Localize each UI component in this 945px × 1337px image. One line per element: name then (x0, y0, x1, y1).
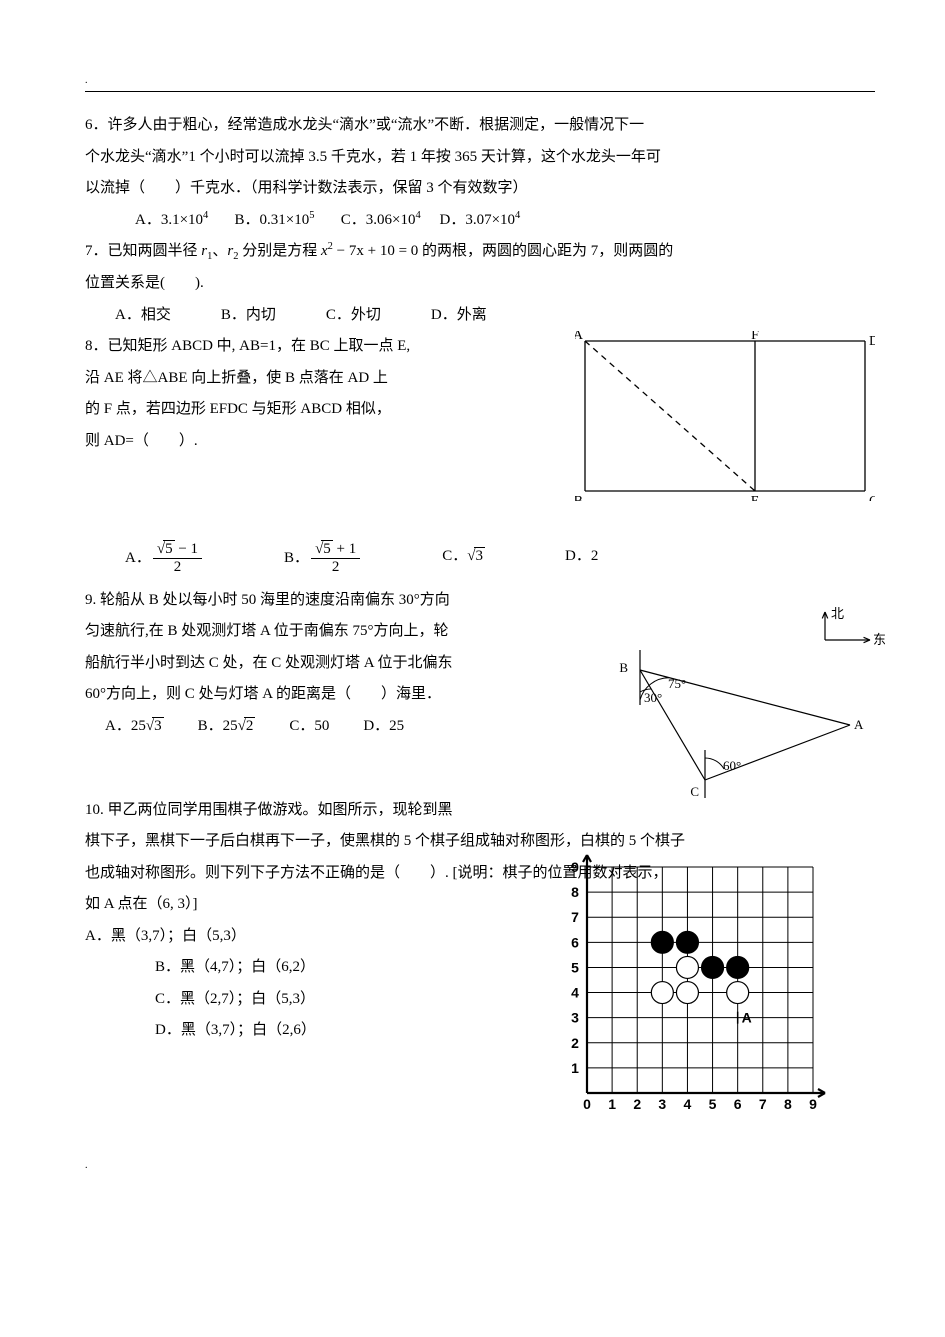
q8-line1: 8．已知矩形 ABCD 中, AB=1，在 BC 上取一点 E, (85, 331, 505, 363)
q7-optD: D．外离 (431, 300, 487, 332)
svg-text:6: 6 (734, 1096, 742, 1112)
q8-optA: A．√5 − 12 (125, 541, 204, 577)
svg-text:1: 1 (608, 1096, 616, 1112)
svg-text:3: 3 (571, 1009, 579, 1025)
q9-optA: A．25√3 (105, 711, 164, 743)
q6-line1: 6．许多人由于粗心，经常造成水龙头“滴水”或“流水”不断．根据测定，一般情况下一 (85, 110, 875, 142)
svg-text:9: 9 (571, 859, 579, 875)
svg-text:7: 7 (571, 909, 579, 925)
svg-text:8: 8 (784, 1096, 792, 1112)
svg-text:60°: 60° (723, 758, 741, 773)
svg-text:0: 0 (583, 1096, 591, 1112)
svg-text:4: 4 (684, 1096, 692, 1112)
svg-text:2: 2 (633, 1096, 641, 1112)
page-marker-top: . (85, 70, 875, 91)
q6-optC: C．3.06×104 (341, 212, 421, 228)
q6-optB: B．0.31×105 (235, 212, 315, 228)
q7-line1: 7．已知两圆半径 r1、r2 分别是方程 x2 − 7x + 10 = 0 的两… (85, 236, 875, 268)
q9-optD: D．25 (363, 711, 404, 743)
svg-text:东: 东 (873, 632, 885, 647)
svg-text:D: D (869, 334, 875, 349)
svg-text:A: A (742, 1009, 752, 1025)
svg-text:F: F (751, 331, 759, 343)
svg-text:8: 8 (571, 884, 579, 900)
q9-optB: B．25√2 (198, 711, 256, 743)
q10-optB: B．黑（4,7）；白（6,2） (155, 952, 565, 984)
q8-options: A．√5 − 12 B．√5 + 12 C．√3 D．2 (85, 541, 875, 577)
q10-optD: D．黑（3,7）；白（2,6） (155, 1015, 565, 1047)
q10-line1: 10. 甲乙两位同学用围棋子做游戏。如图所示，现轮到黑 (85, 795, 875, 827)
question-8: 8．已知矩形 ABCD 中, AB=1，在 BC 上取一点 E, 沿 AE 将△… (85, 331, 875, 531)
q8-line3: 的 F 点，若四边形 EFDC 与矩形 ABCD 相似， (85, 394, 505, 426)
top-rule (85, 91, 875, 92)
svg-text:4: 4 (571, 984, 579, 1000)
q10-figure: 0 1 1 2 2 3 3 4 4 5 5 6 6 7 7 8 8 9 9 A (555, 845, 845, 1135)
q9-options: A．25√3 B．25√2 C．50 D．25 (85, 711, 555, 743)
question-7: 7．已知两圆半径 r1、r2 分别是方程 x2 − 7x + 10 = 0 的两… (85, 236, 875, 331)
q8-line2: 沿 AE 将△ABE 向上折叠，使 B 点落在 AD 上 (85, 363, 505, 395)
q9-line4: 60°方向上，则 C 处与灯塔 A 的距离是（ ）海里． (85, 679, 555, 711)
q8-optD: D．2 (565, 541, 598, 577)
q6-optD: D．3.07×104 (439, 212, 520, 228)
svg-text:B: B (575, 494, 583, 501)
svg-text:A: A (854, 717, 864, 732)
svg-text:5: 5 (571, 959, 579, 975)
svg-text:75°: 75° (668, 676, 686, 691)
svg-text:5: 5 (709, 1096, 717, 1112)
page-marker-bottom: . (85, 1155, 875, 1176)
svg-text:C: C (869, 494, 875, 501)
q10-optA: A．黑（3,7）；白（5,3） (85, 921, 565, 953)
svg-text:7: 7 (759, 1096, 767, 1112)
q10-optC: C．黑（2,7）；白（5,3） (155, 984, 565, 1016)
svg-text:3: 3 (658, 1096, 666, 1112)
q7-line2: 位置关系是( ). (85, 268, 875, 300)
svg-text:6: 6 (571, 934, 579, 950)
q6-line3: 以流掉（ ）千克水．（用科学计数法表示，保留 3 个有效数字） (85, 173, 875, 205)
q7-optA: A．相交 (115, 300, 171, 332)
svg-text:A: A (575, 331, 584, 343)
svg-text:1: 1 (571, 1059, 579, 1075)
svg-text:B: B (619, 660, 628, 675)
q8-optB: B．√5 + 12 (284, 541, 362, 577)
svg-text:E: E (751, 494, 760, 501)
q7-optC: C．外切 (326, 300, 381, 332)
question-9: 9. 轮船从 B 处以每小时 50 海里的速度沿南偏东 30°方向 匀速航行,在… (85, 585, 875, 795)
q9-line3: 船航行半小时到达 C 处，在 C 处观测灯塔 A 位于北偏东 (85, 648, 555, 680)
q8-figure: A F D B E C (575, 331, 875, 501)
q9-line1: 9. 轮船从 B 处以每小时 50 海里的速度沿南偏东 30°方向 (85, 585, 555, 617)
svg-text:30°: 30° (644, 690, 662, 705)
q6-line2: 个水龙头“滴水”1 个小时可以流掉 3.5 千克水，若 1 年按 365 天计算… (85, 142, 875, 174)
q7-options: A．相交 B．内切 C．外切 D．外离 (85, 300, 875, 332)
svg-text:2: 2 (571, 1034, 579, 1050)
q9-optC: C．50 (289, 711, 329, 743)
question-6: 6．许多人由于粗心，经常造成水龙头“滴水”或“流水”不断．根据测定，一般情况下一… (85, 110, 875, 236)
q6-options: A．3.1×104 B．0.31×105 C．3.06×104 D．3.07×1… (85, 205, 875, 237)
q7-optB: B．内切 (221, 300, 276, 332)
svg-text:9: 9 (809, 1096, 817, 1112)
question-10: 10. 甲乙两位同学用围棋子做游戏。如图所示，现轮到黑 棋下子，黑棋下一子后白棋… (85, 795, 875, 1125)
q8-line4: 则 AD=（ ）. (85, 426, 505, 458)
q9-line2: 匀速航行,在 B 处观测灯塔 A 位于南偏东 75°方向上，轮 (85, 616, 555, 648)
svg-text:北: 北 (831, 606, 844, 621)
q6-optA: A．3.1×104 (135, 212, 208, 228)
q9-figure: 北东BCA75°30°60° (605, 605, 885, 805)
q8-optC: C．√3 (442, 541, 485, 577)
